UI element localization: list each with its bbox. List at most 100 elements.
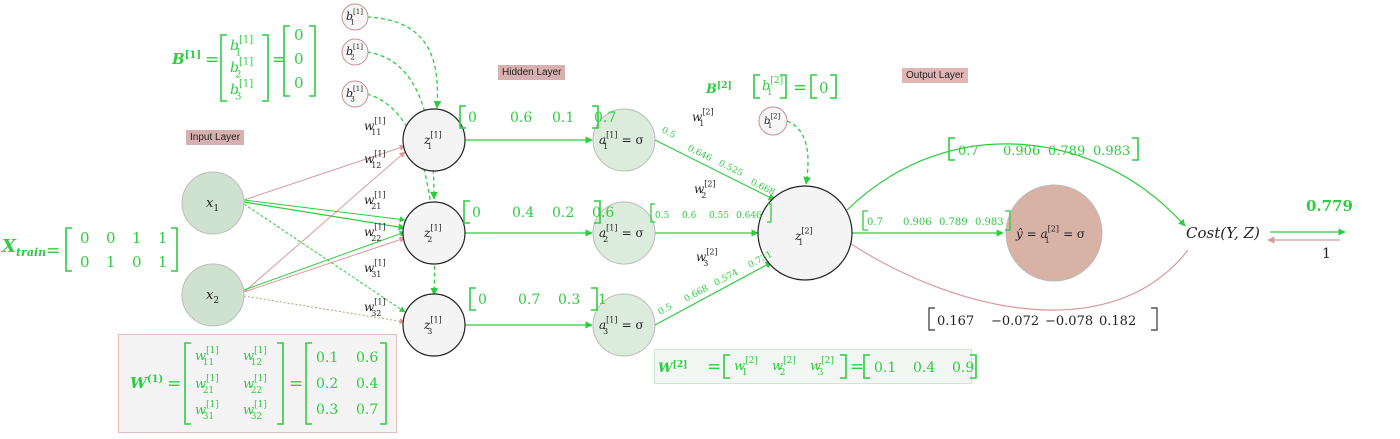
edge-a3-z21	[654, 261, 773, 326]
hidden-z-values-2-2: 0.2	[552, 205, 574, 221]
edge-x1-z1	[243, 144, 406, 201]
hidden-a-label-3: a[1] 3 = σ	[599, 315, 644, 335]
hidden-z-values-1-2: 0.1	[552, 110, 574, 126]
bias-bubble-3	[341, 80, 369, 108]
w1-edge-label-12: w[1] 12	[364, 149, 386, 169]
w1-edge-label-11: w[1] 11	[364, 116, 386, 136]
eq-w1-a: =	[167, 374, 181, 394]
hidden-z-node-2	[402, 201, 466, 265]
w2-vector-values-2: 0.9	[952, 360, 974, 376]
bias-bubble-2	[341, 38, 369, 66]
output-a-label: ŷ = a[2] 1 = σ	[1015, 224, 1085, 244]
bracket-w1-values	[305, 342, 387, 425]
edge-x2-z3	[243, 295, 406, 325]
hidden-a-values-1-0: 0.5	[660, 126, 677, 141]
output-yhat-node	[1005, 184, 1103, 282]
backward-arc	[844, 239, 1189, 311]
b2-label: B[2]	[705, 81, 732, 97]
w1-matrix-values-0-1: 0.6	[356, 350, 378, 366]
b1-value-1: 0	[294, 26, 304, 44]
hidden-z-values-1-0: 0	[468, 110, 477, 126]
hidden-z-values-2-1: 0.4	[512, 205, 534, 221]
hidden-z-node-3	[402, 293, 466, 357]
input-node-label-1: x1	[206, 196, 219, 214]
w2-vector-symbol-1: w[2] 1	[734, 356, 758, 378]
hidden-a-label-1: a[1] 1 = σ	[599, 130, 644, 150]
bracket-b1-symbols	[220, 34, 269, 102]
bracket-z21-values	[862, 210, 1011, 231]
b1-value-3: 0	[294, 74, 304, 92]
w2-edge-label-2: w[2] 2	[694, 179, 716, 199]
bracket-hz1	[459, 105, 599, 129]
input-node-label-2: x2	[206, 288, 219, 306]
w1-matrix-symbol-20: w[1] 31	[195, 400, 219, 422]
bias-bubble-label-3: b[1] 3	[346, 85, 363, 103]
gradient-values-2: −0.078	[1045, 314, 1093, 329]
xtrain-row1-2: 0	[132, 253, 142, 271]
bracket-hz2	[463, 200, 601, 224]
xtrain-row1-1: 1	[106, 253, 116, 271]
w1-matrix-symbol-00: w[1] 11	[195, 346, 219, 368]
hidden-z-values-3-0: 0	[478, 292, 487, 308]
hidden-z-values-2-0: 0	[472, 205, 481, 221]
edge-x2-z2	[243, 236, 406, 293]
hidden-a-values-1-1: 0.646	[686, 144, 714, 164]
bias-bubble-label-2: b[1] 2	[346, 43, 363, 61]
hidden-a-values-3-3: 0.731	[747, 250, 774, 271]
w1-matrix-panel	[118, 334, 397, 433]
eq-b2-a: =	[793, 78, 807, 98]
bracket-hz3	[469, 287, 598, 311]
w1-matrix-symbol-01: w[1] 12	[243, 346, 267, 368]
hidden-a-values-1-3: 0.668	[749, 178, 777, 198]
eq-b1-a: =	[205, 50, 219, 70]
bias2-bubble-label: b[2] 1	[764, 113, 781, 131]
gradient-values-1: −0.072	[991, 314, 1039, 329]
hidden-a-label-2: a[1] 2 = σ	[599, 223, 644, 243]
hidden-z-values-1-3: 0.7	[594, 110, 616, 126]
hidden-a-node-2	[592, 201, 656, 265]
eq-w2-b: =	[850, 357, 864, 377]
w1-matrix-symbol-11: w[1] 22	[243, 374, 267, 396]
cost-label: Cost(Y, Z)	[1186, 224, 1260, 242]
edge-x1-z3	[243, 203, 406, 313]
gradient-values-3: 0.182	[1099, 314, 1136, 329]
hidden-z-values-3-2: 0.3	[558, 292, 580, 308]
b2-symbol: b[2] 1	[762, 76, 783, 98]
b2-value: 0	[819, 79, 829, 97]
edge-x2-z2b	[243, 231, 406, 291]
eq-xtrain: =	[46, 241, 60, 261]
hidden-a-values-3-2: 0.574	[713, 268, 741, 289]
output-z-values-0: 0.7	[867, 217, 883, 228]
bias-bubble-1	[341, 3, 369, 31]
w1-matrix-symbol-10: w[1] 21	[195, 374, 219, 396]
w1-matrix-symbol-21: w[1] 32	[243, 400, 267, 422]
hidden-a-values-2-0: 0.5	[655, 211, 670, 221]
xtrain-row0-0: 0	[80, 229, 90, 247]
input-layer-tag: Input Layer	[186, 130, 245, 145]
hidden-a-values-2-1: 0.6	[682, 211, 697, 221]
input-node-x1	[181, 171, 245, 235]
eq-w2-a: =	[707, 357, 721, 377]
w2-edge-label-3: w[2] 3	[696, 247, 718, 267]
w2-vector-panel	[654, 349, 972, 384]
bracket-b2-value	[810, 74, 837, 99]
eq-b1-b: =	[272, 50, 286, 70]
xtrain-row1-0: 0	[80, 253, 90, 271]
edge-x1-z2b	[243, 199, 406, 223]
b1-symbol-1: b[1] 1	[230, 34, 253, 58]
b1-label: B[1]	[171, 50, 201, 68]
forward-arc	[846, 143, 1186, 227]
w1-edge-label-21: w[1] 21	[364, 190, 386, 210]
bracket-b2-symbol	[753, 74, 787, 99]
output-z-values-1: 0.906	[903, 217, 932, 228]
bias2-bubble	[758, 106, 788, 136]
w2-label: W[2]	[658, 360, 687, 376]
hidden-a-values-2-3: 0.646	[736, 211, 762, 221]
w2-edge-label-1: w[2] 1	[692, 107, 714, 127]
w1-matrix-values-2-0: 0.3	[316, 402, 338, 418]
w1-matrix-values-1-0: 0.2	[316, 376, 338, 392]
xtrain-row0-3: 1	[158, 229, 168, 247]
bracket-gradient	[928, 307, 1158, 331]
